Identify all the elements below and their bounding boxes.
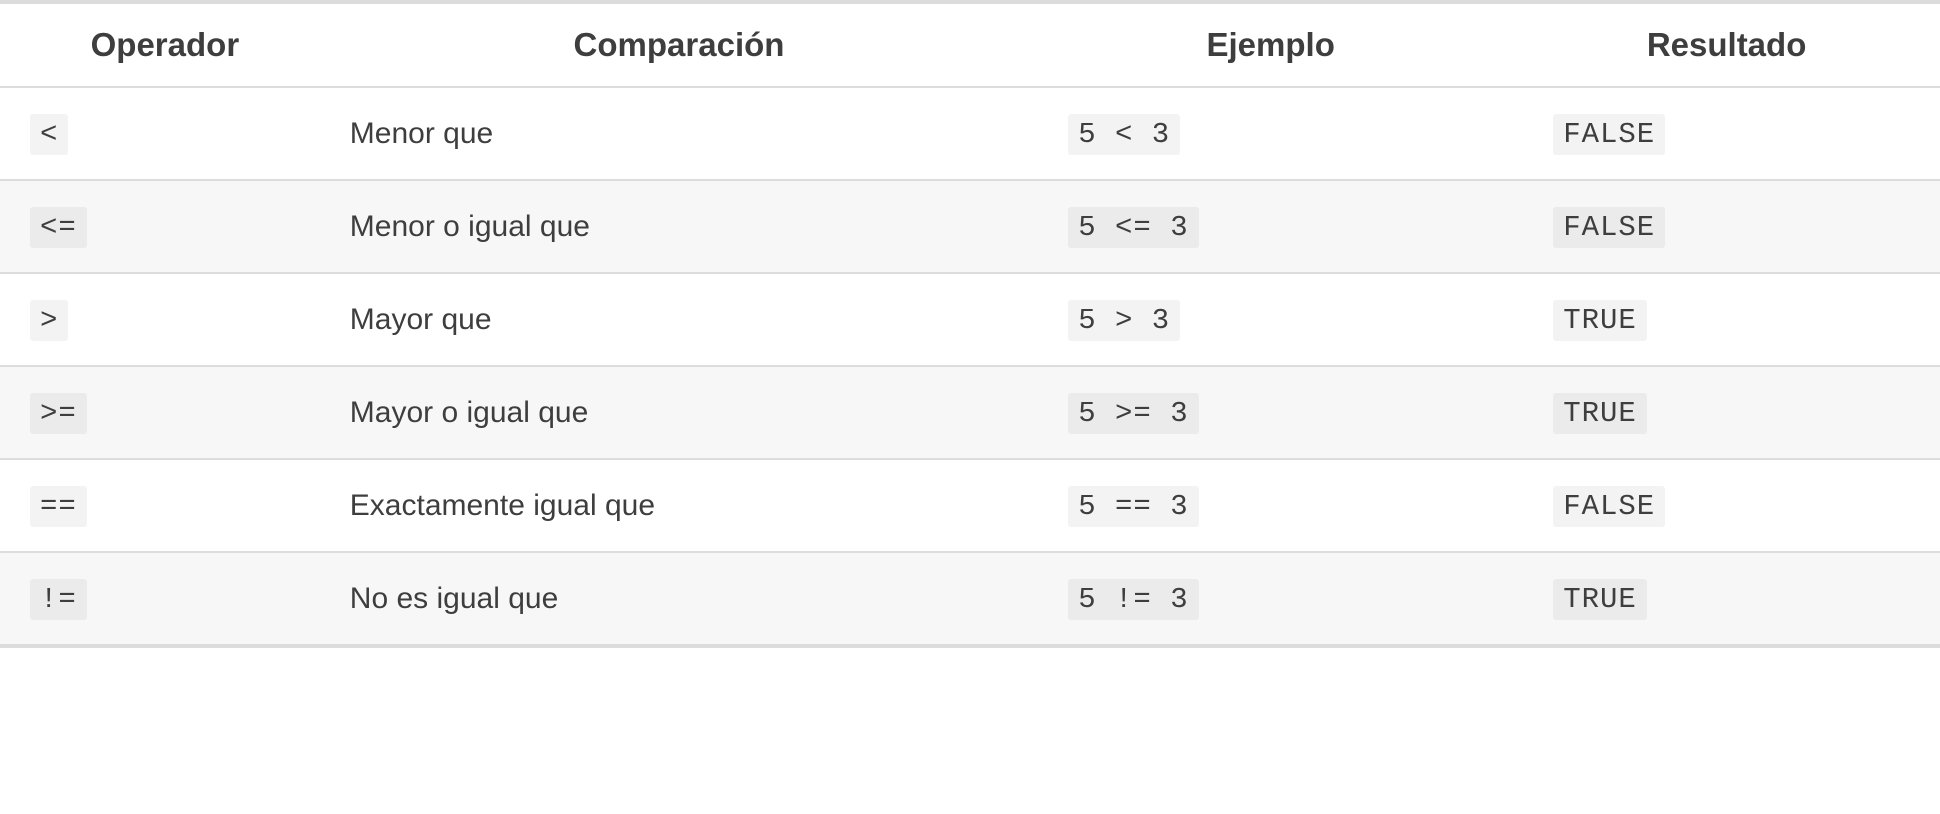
cell-example: 5 < 3 [1028,87,1513,180]
code-example: 5 > 3 [1068,300,1180,341]
code-operator: == [30,486,87,527]
cell-example: 5 <= 3 [1028,180,1513,273]
cell-example: 5 != 3 [1028,552,1513,646]
code-operator: != [30,579,87,620]
cell-example: 5 == 3 [1028,459,1513,552]
cell-operator: <= [0,180,330,273]
cell-comparison: Menor o igual que [330,180,1028,273]
cell-result: TRUE [1513,552,1940,646]
table-row: != No es igual que 5 != 3 TRUE [0,552,1940,646]
cell-example: 5 > 3 [1028,273,1513,366]
operators-table: Operador Comparación Ejemplo Resultado <… [0,0,1940,648]
table-header-row: Operador Comparación Ejemplo Resultado [0,2,1940,87]
table-row: == Exactamente igual que 5 == 3 FALSE [0,459,1940,552]
code-example: 5 <= 3 [1068,207,1198,248]
cell-comparison: No es igual que [330,552,1028,646]
cell-operator: < [0,87,330,180]
code-operator: >= [30,393,87,434]
cell-operator: != [0,552,330,646]
cell-result: TRUE [1513,366,1940,459]
cell-example: 5 >= 3 [1028,366,1513,459]
code-operator: < [30,114,68,155]
cell-result: TRUE [1513,273,1940,366]
code-result: FALSE [1553,207,1665,248]
cell-comparison: Mayor o igual que [330,366,1028,459]
table-row: >= Mayor o igual que 5 >= 3 TRUE [0,366,1940,459]
code-operator: > [30,300,68,341]
table-row: > Mayor que 5 > 3 TRUE [0,273,1940,366]
cell-result: FALSE [1513,180,1940,273]
code-result: FALSE [1553,114,1665,155]
cell-result: FALSE [1513,87,1940,180]
code-result: TRUE [1553,393,1647,434]
code-result: TRUE [1553,579,1647,620]
column-header-ejemplo: Ejemplo [1028,2,1513,87]
cell-comparison: Menor que [330,87,1028,180]
cell-comparison: Exactamente igual que [330,459,1028,552]
code-example: 5 >= 3 [1068,393,1198,434]
column-header-comparacion: Comparación [330,2,1028,87]
cell-operator: > [0,273,330,366]
code-example: 5 != 3 [1068,579,1198,620]
cell-result: FALSE [1513,459,1940,552]
code-operator: <= [30,207,87,248]
code-example: 5 < 3 [1068,114,1180,155]
cell-comparison: Mayor que [330,273,1028,366]
code-result: FALSE [1553,486,1665,527]
column-header-operador: Operador [0,2,330,87]
table-row: <= Menor o igual que 5 <= 3 FALSE [0,180,1940,273]
column-header-resultado: Resultado [1513,2,1940,87]
code-result: TRUE [1553,300,1647,341]
code-example: 5 == 3 [1068,486,1198,527]
table-row: < Menor que 5 < 3 FALSE [0,87,1940,180]
cell-operator: >= [0,366,330,459]
cell-operator: == [0,459,330,552]
